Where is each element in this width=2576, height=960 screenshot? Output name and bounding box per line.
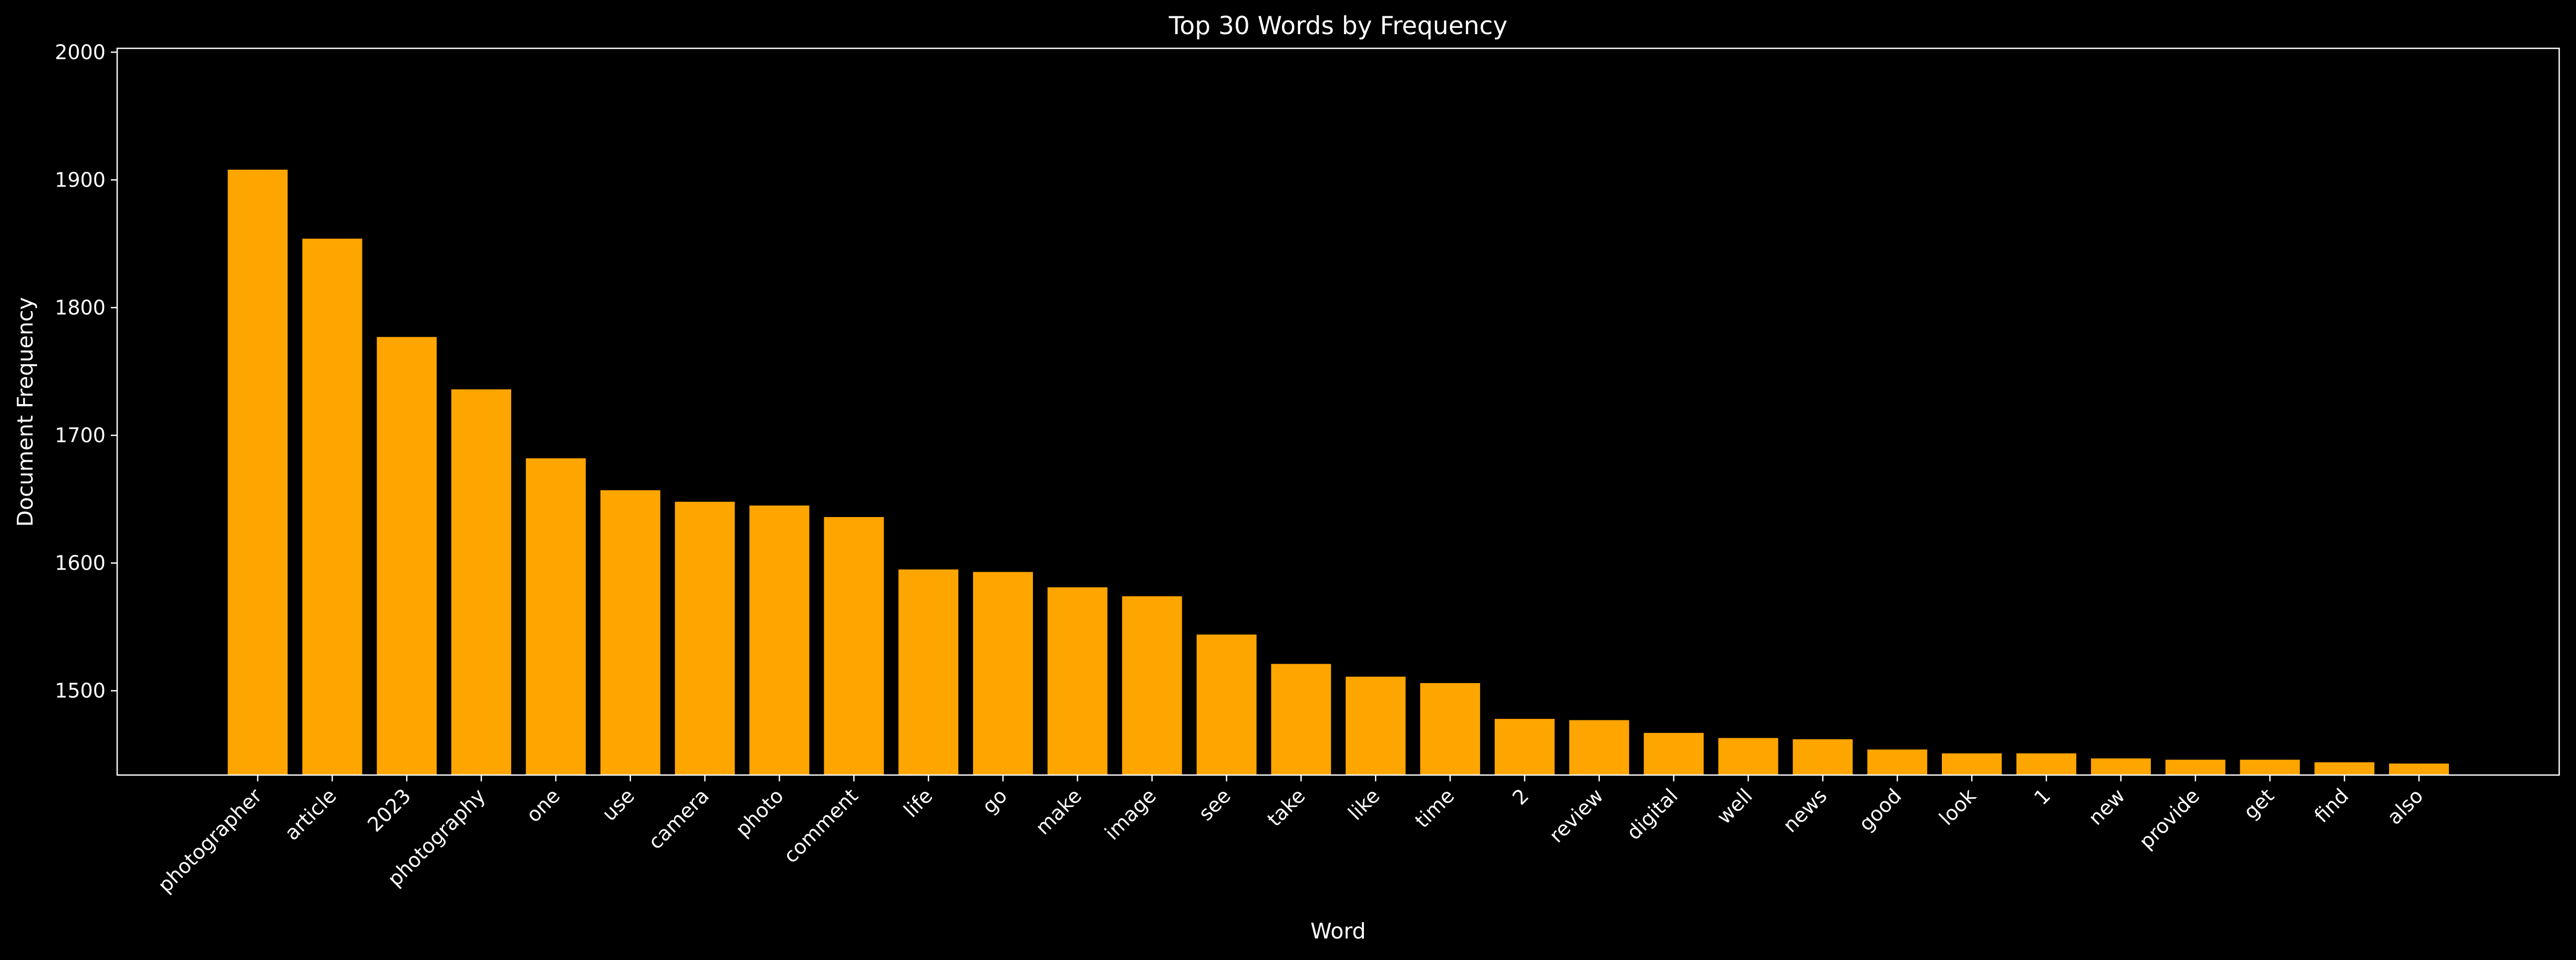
bar-2 bbox=[1494, 719, 1555, 775]
bars-group bbox=[227, 169, 2449, 775]
plot-area-frame bbox=[116, 47, 2560, 776]
bar-comment bbox=[824, 517, 884, 775]
bar-image bbox=[1122, 596, 1182, 775]
x-axis-label: Word bbox=[1310, 918, 1365, 944]
bar-take bbox=[1271, 664, 1331, 775]
bar-also bbox=[2389, 763, 2449, 775]
bar-1 bbox=[2016, 753, 2076, 775]
y-tick-label: 1900 bbox=[55, 168, 106, 191]
bar-time bbox=[1420, 683, 1481, 775]
bar-go bbox=[973, 572, 1033, 775]
bar-see bbox=[1196, 634, 1257, 775]
bar-find bbox=[2314, 762, 2375, 775]
bar-make bbox=[1047, 587, 1108, 775]
bar-good bbox=[1867, 749, 1928, 775]
bar-like bbox=[1346, 676, 1406, 775]
bar-look bbox=[1942, 753, 2002, 775]
bar-well bbox=[1718, 738, 1778, 775]
bar-use bbox=[600, 490, 660, 775]
bar-photo bbox=[749, 505, 810, 775]
bar-photographer bbox=[227, 169, 288, 775]
bar-get bbox=[2240, 759, 2300, 775]
y-axis-ticks: 1500 1600 1700 1800 1900 2000 bbox=[55, 40, 117, 703]
y-tick-label: 2000 bbox=[55, 40, 106, 64]
bar-review bbox=[1569, 720, 1629, 775]
y-tick-label: 1800 bbox=[55, 296, 106, 319]
bar-news bbox=[1793, 739, 1853, 775]
bar-article bbox=[302, 239, 363, 775]
bar-2023 bbox=[377, 337, 437, 775]
bar-digital bbox=[1643, 732, 1704, 775]
bar-camera bbox=[675, 501, 735, 775]
y-tick-label: 1700 bbox=[55, 424, 106, 447]
y-axis-label: Document Frequency bbox=[13, 297, 38, 527]
chart-title: Top 30 Words by Frequency bbox=[1168, 12, 1508, 40]
bar-new bbox=[2091, 758, 2151, 775]
bar-life bbox=[898, 569, 959, 775]
bar-one bbox=[525, 458, 586, 775]
bar-provide bbox=[2165, 759, 2226, 775]
y-tick-label: 1600 bbox=[55, 552, 106, 575]
bar-photography bbox=[451, 389, 511, 775]
y-tick-label: 1500 bbox=[55, 679, 106, 703]
